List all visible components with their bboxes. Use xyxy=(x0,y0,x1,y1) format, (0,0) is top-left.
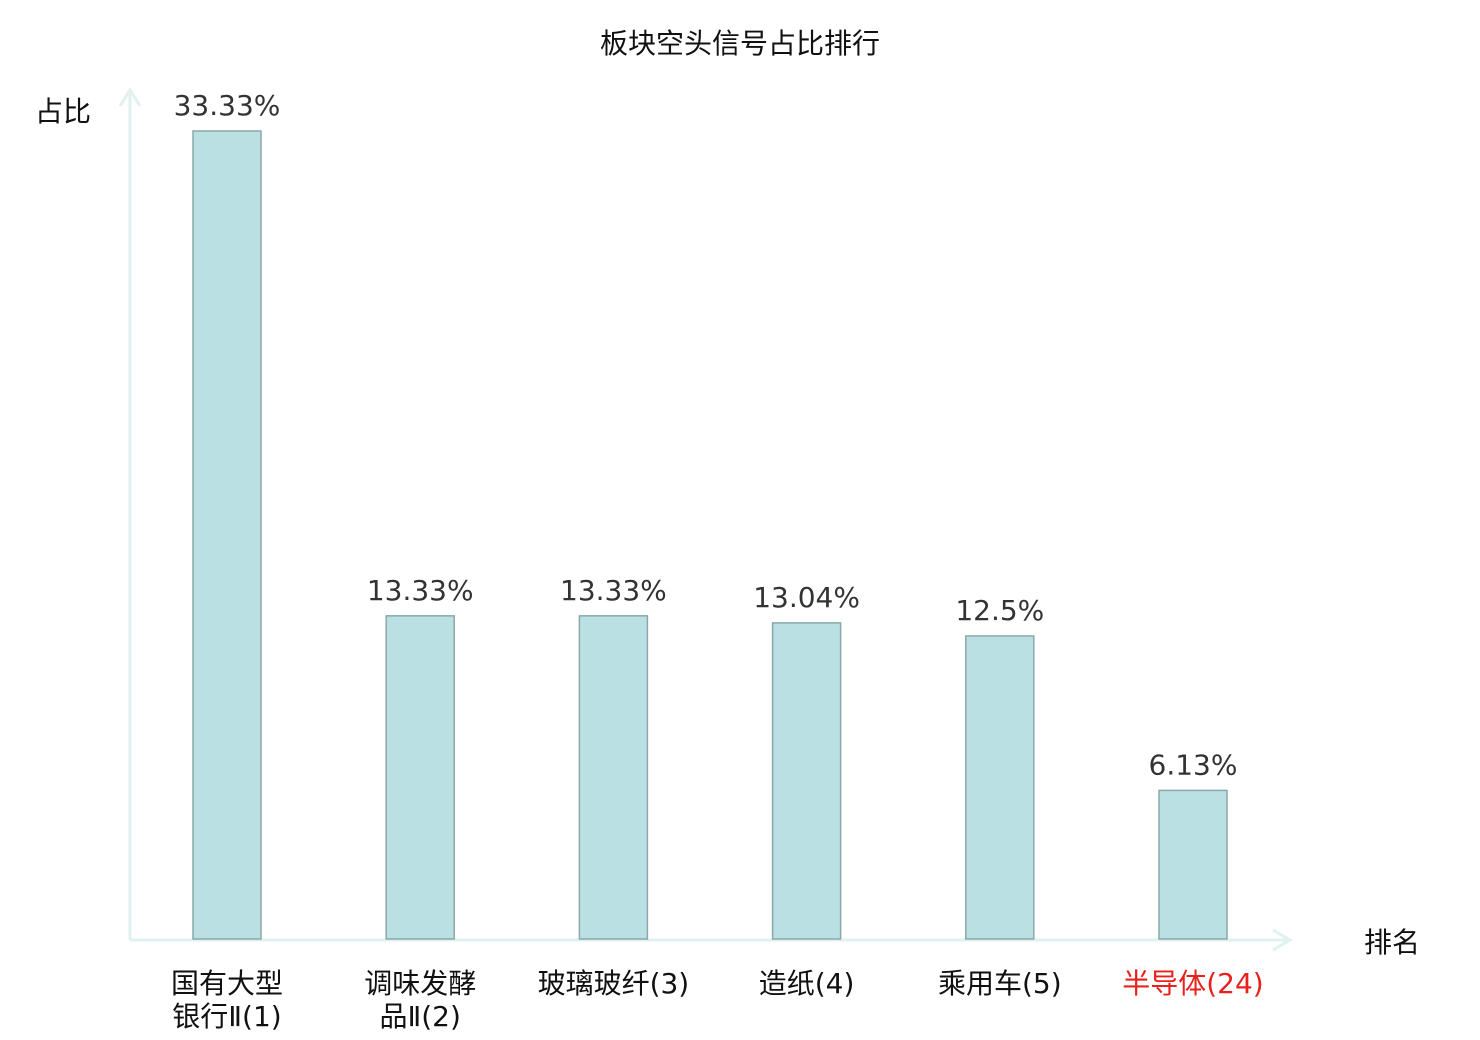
bar xyxy=(771,622,842,940)
y-axis-label: 占比 xyxy=(35,95,91,128)
value-label: 13.33% xyxy=(560,574,667,607)
bar xyxy=(578,615,649,940)
x-tick-label: 国有大型 xyxy=(171,967,283,1000)
bar xyxy=(965,635,1035,940)
x-tick-label: 乘用车(5) xyxy=(938,967,1062,1000)
x-axis xyxy=(130,928,1293,952)
x-tick-label: 品Ⅱ(2) xyxy=(379,1000,460,1033)
value-label: 12.5% xyxy=(955,594,1044,627)
x-axis-label: 排名 xyxy=(1364,926,1420,959)
x-tick-label: 玻璃玻纤(3) xyxy=(538,967,690,1000)
bar xyxy=(385,615,455,940)
bar xyxy=(1158,789,1228,940)
value-label: 33.33% xyxy=(174,89,281,122)
x-tick-label: 银行Ⅱ(1) xyxy=(172,1000,281,1033)
chart-title: 板块空头信号占比排行 xyxy=(600,27,880,60)
value-label: 13.04% xyxy=(753,581,860,614)
x-tick-label: 造纸(4) xyxy=(759,967,855,1000)
value-label: 6.13% xyxy=(1149,748,1238,781)
bar xyxy=(192,130,262,940)
x-tick-label: 半导体(24) xyxy=(1122,967,1263,1000)
x-tick-label: 调味发酵 xyxy=(364,967,476,1000)
value-label: 13.33% xyxy=(367,574,474,607)
y-axis xyxy=(118,87,142,940)
